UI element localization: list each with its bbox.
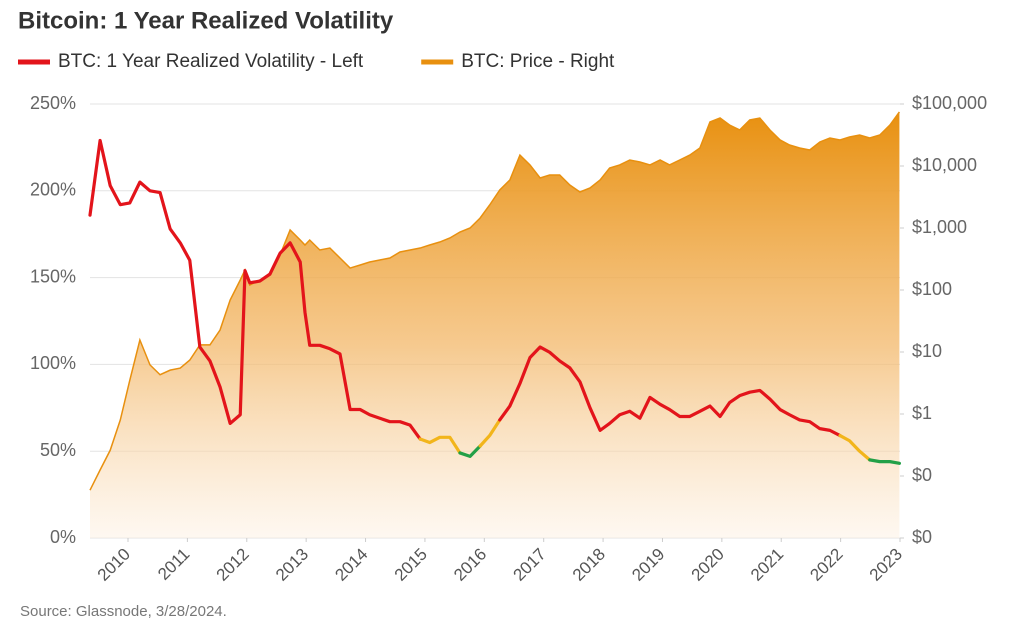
- y-tick-label: 250%: [30, 93, 76, 113]
- x-tick-label: 2020: [688, 545, 728, 585]
- chart-title: Bitcoin: 1 Year Realized Volatility: [18, 7, 394, 34]
- y-tick-label: 0%: [50, 527, 76, 547]
- volatility-line: [498, 345, 842, 438]
- x-tick-label: 2017: [510, 545, 550, 585]
- volatility-line: [458, 444, 482, 459]
- y2-tick-label: $0: [912, 465, 932, 485]
- volatility-line: [88, 138, 422, 441]
- volatility-line: [418, 435, 462, 455]
- x-tick-label: 2022: [806, 545, 846, 585]
- y-tick-label: 50%: [40, 440, 76, 460]
- legend-label: BTC: 1 Year Realized Volatility - Left: [58, 51, 364, 72]
- price-line: [89, 111, 901, 491]
- y2-tick-label: $1: [912, 403, 932, 423]
- x-tick-label: 2021: [747, 545, 787, 585]
- y-tick-label: 200%: [30, 180, 76, 200]
- x-tick-label: 2023: [866, 545, 906, 585]
- y2-tick-label: $100: [912, 279, 952, 299]
- y2-tick-label: $100,000: [912, 93, 987, 113]
- y2-tick-label: $1,000: [912, 217, 967, 237]
- volatility-line: [838, 433, 872, 462]
- x-tick-label: 2018: [569, 545, 609, 585]
- source-note: Source: Glassnode, 3/28/2024.: [20, 603, 227, 620]
- x-tick-label: 2019: [628, 545, 668, 585]
- y-tick-label: 150%: [30, 266, 76, 286]
- legend-label: BTC: Price - Right: [461, 51, 615, 72]
- price-area: [90, 111, 900, 539]
- x-tick-label: 2010: [94, 545, 134, 585]
- x-tick-label: 2015: [391, 545, 431, 585]
- volatility-line: [478, 418, 502, 448]
- y-tick-label: 100%: [30, 353, 76, 373]
- x-tick-label: 2014: [331, 545, 371, 585]
- volatility-line: [868, 458, 902, 465]
- x-tick-label: 2012: [213, 545, 253, 585]
- x-tick-label: 2011: [154, 545, 193, 584]
- x-tick-label: 2013: [272, 545, 312, 585]
- y2-tick-label: $10,000: [912, 155, 977, 175]
- y2-tick-label: $10: [912, 341, 942, 361]
- y2-tick-label: $0: [912, 527, 932, 547]
- x-tick-label: 2016: [450, 545, 490, 585]
